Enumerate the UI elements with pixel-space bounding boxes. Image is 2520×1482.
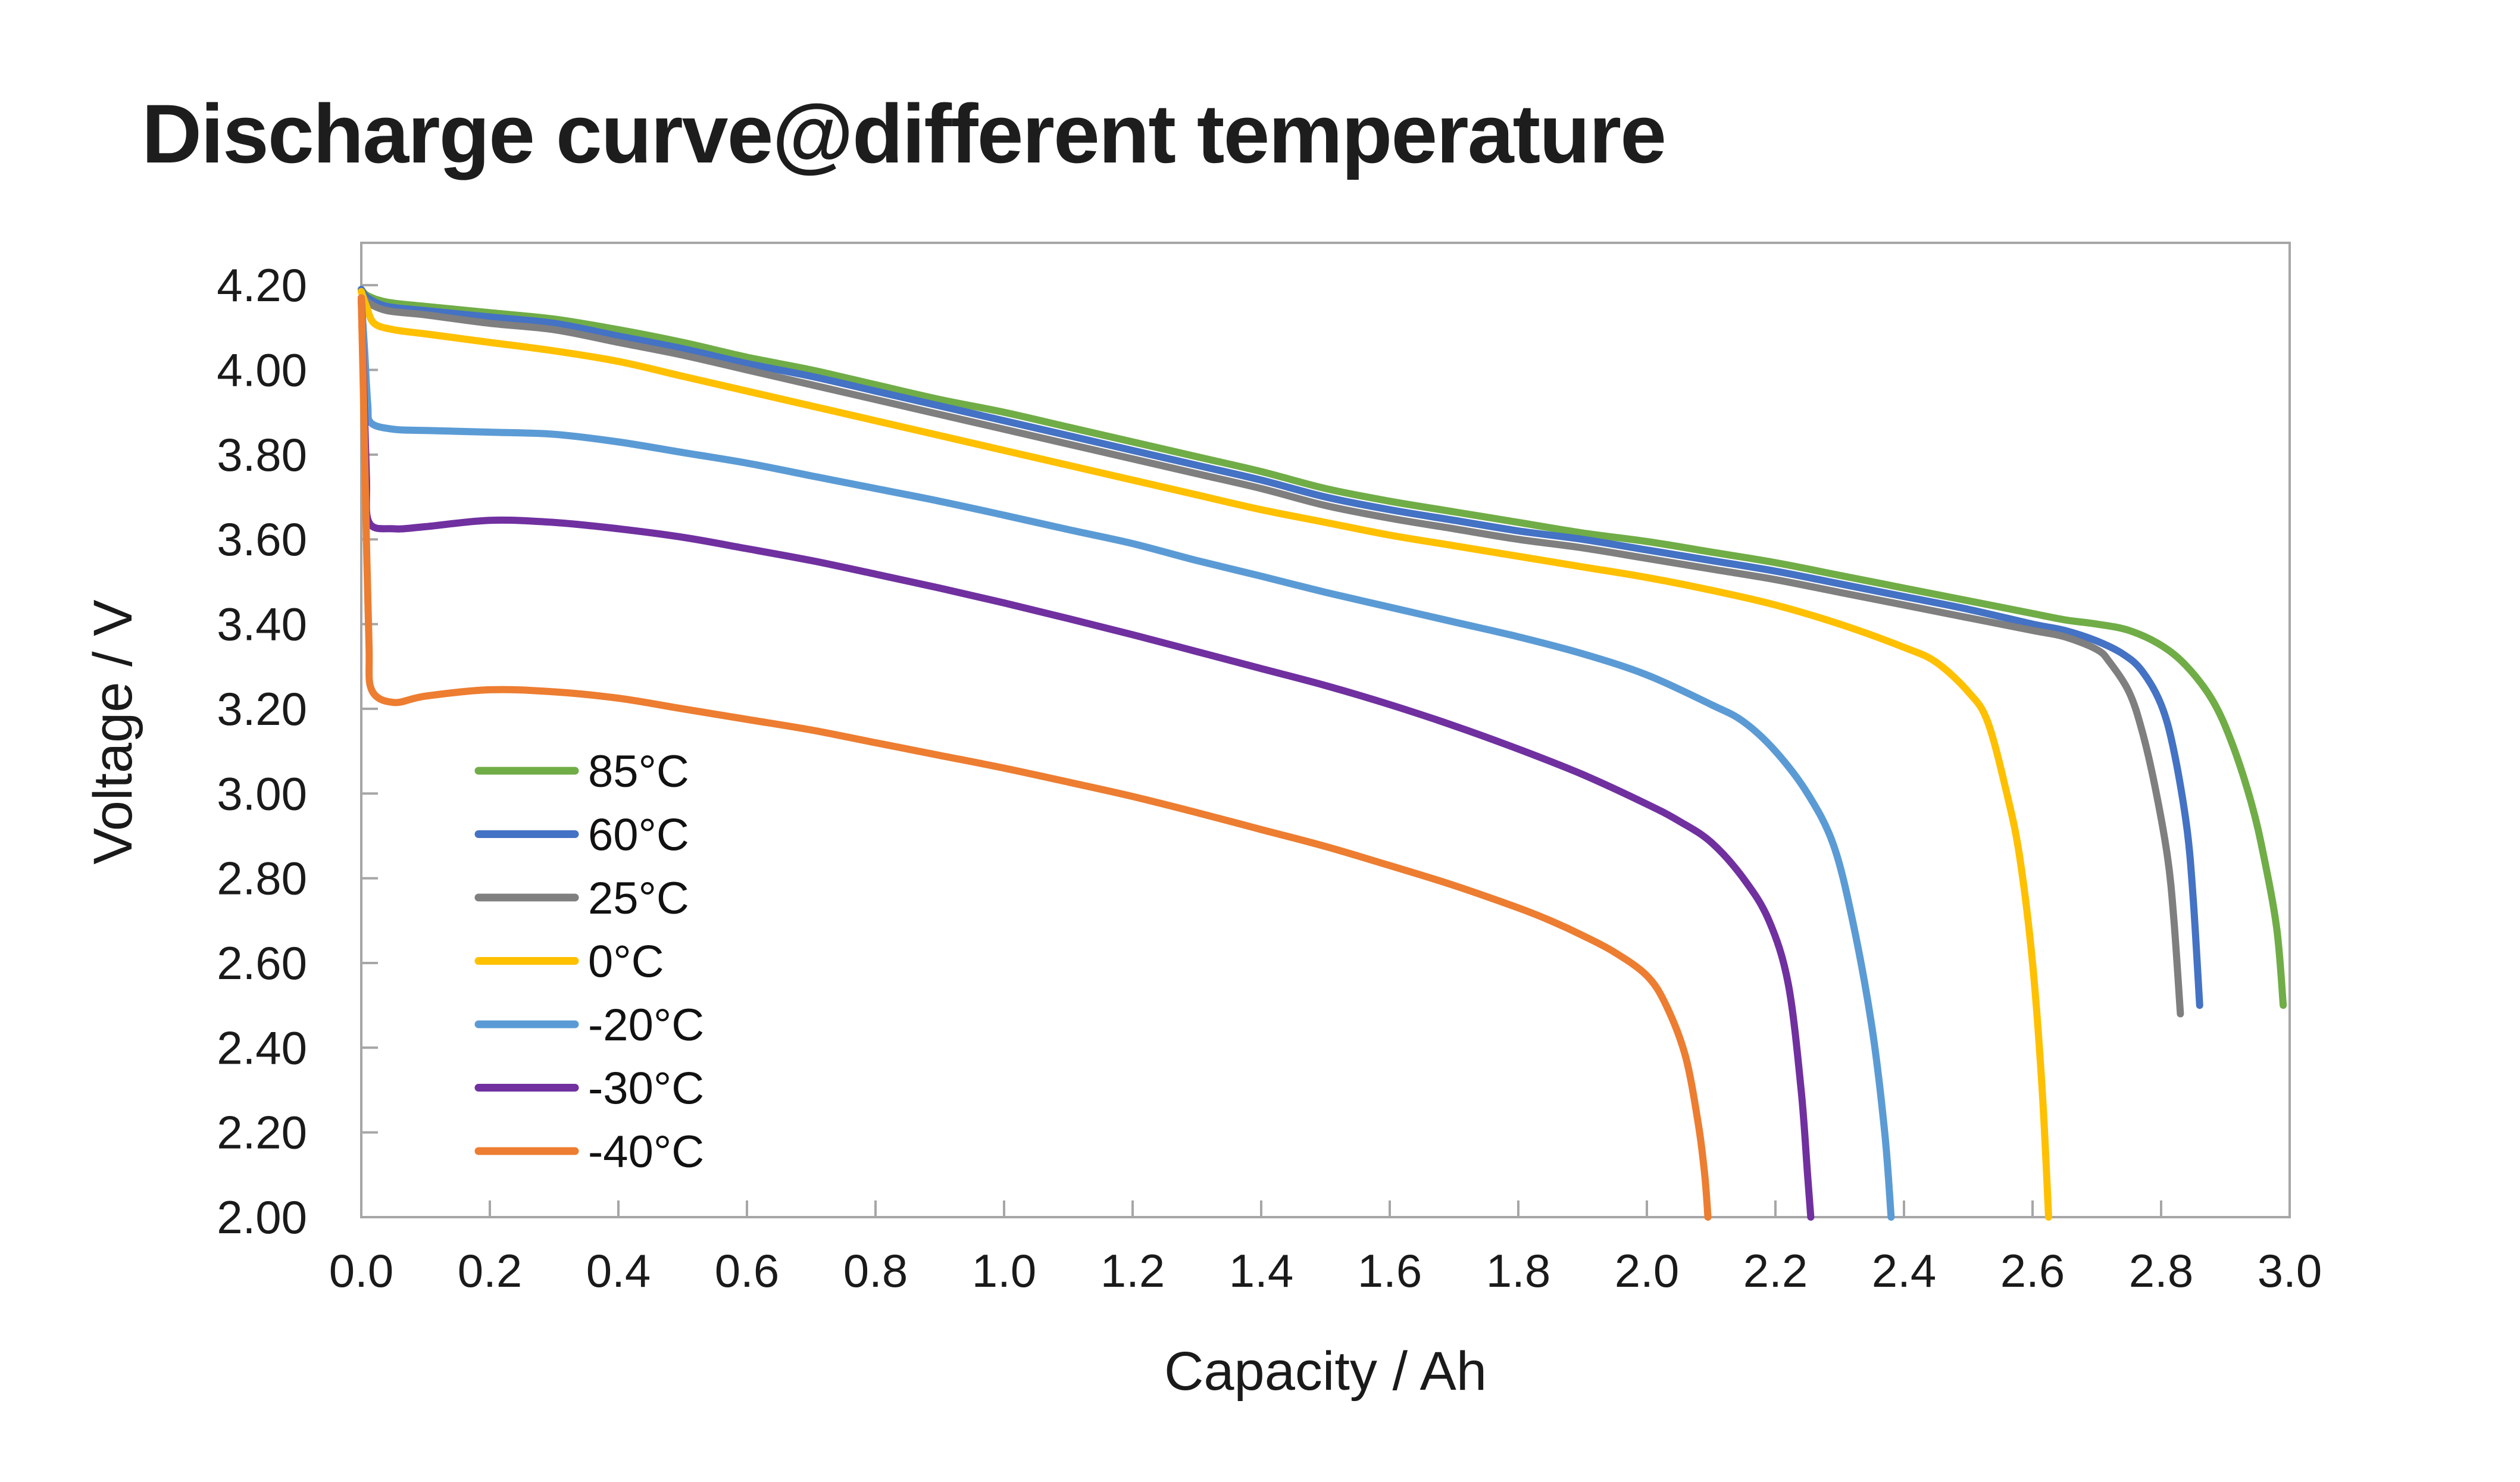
series-line-25C [358,287,2184,1018]
legend-label-25C: 25°C [588,873,689,924]
series-line-minus30C [358,294,1815,1221]
y-tick-label: 4.00 [217,344,307,396]
x-tick-label: 1.2 [1100,1245,1165,1297]
y-tick-label: 2.40 [217,1021,307,1074]
x-tick-label: 1.4 [1229,1245,1293,1297]
y-tick-label: 2.20 [217,1106,307,1159]
y-tick-label: 2.80 [217,852,307,905]
x-tick-label: 2.4 [1872,1245,1936,1297]
legend-label-60C: 60°C [588,810,689,861]
y-tick-label: 3.20 [217,683,307,735]
plot-frame [360,242,2291,1218]
x-tick-label: 2.8 [2129,1245,2193,1297]
series-line-60C [358,286,2203,1009]
x-tick-label: 1.0 [972,1245,1036,1297]
x-tick-label: 2.6 [2000,1245,2065,1297]
legend-label-0C: 0°C [588,937,664,987]
y-tick-label: 4.20 [217,259,307,311]
y-tick-label: 3.60 [217,513,307,565]
legend-label-85C: 85°C [588,746,689,797]
series-line-minus20C [358,294,1895,1221]
x-tick-label: 0.4 [586,1245,651,1297]
legend-label-minus20C: -20°C [588,1000,704,1050]
x-tick-label: 0.2 [458,1245,522,1297]
x-tick-label: 1.8 [1486,1245,1550,1297]
y-axis-title: Voltage / V [83,599,143,865]
x-tick-label: 0.0 [329,1245,393,1297]
legend-label-minus40C: -40°C [588,1127,704,1177]
series-line-minus40C [358,294,1712,1221]
x-tick-label: 0.6 [715,1245,779,1297]
x-tick-label: 2.2 [1743,1245,1808,1297]
y-tick-label: 3.00 [217,767,307,820]
x-tick-label: 2.0 [1615,1245,1679,1297]
chart-title: Discharge curve@different temperature [142,87,1667,180]
y-tick-label: 2.00 [217,1191,307,1243]
x-tick-label: 3.0 [2258,1245,2322,1297]
x-tick-label: 1.6 [1358,1245,1422,1297]
legend-label-minus30C: -30°C [588,1064,704,1114]
x-axis-title: Capacity / Ah [1164,1341,1487,1402]
x-tick-label: 0.8 [843,1245,908,1297]
series-line-85C [358,286,2287,1009]
y-tick-label: 2.60 [217,937,307,989]
y-tick-label: 3.40 [217,598,307,651]
y-tick-label: 3.80 [217,429,307,481]
series-line-0C [358,287,2052,1221]
